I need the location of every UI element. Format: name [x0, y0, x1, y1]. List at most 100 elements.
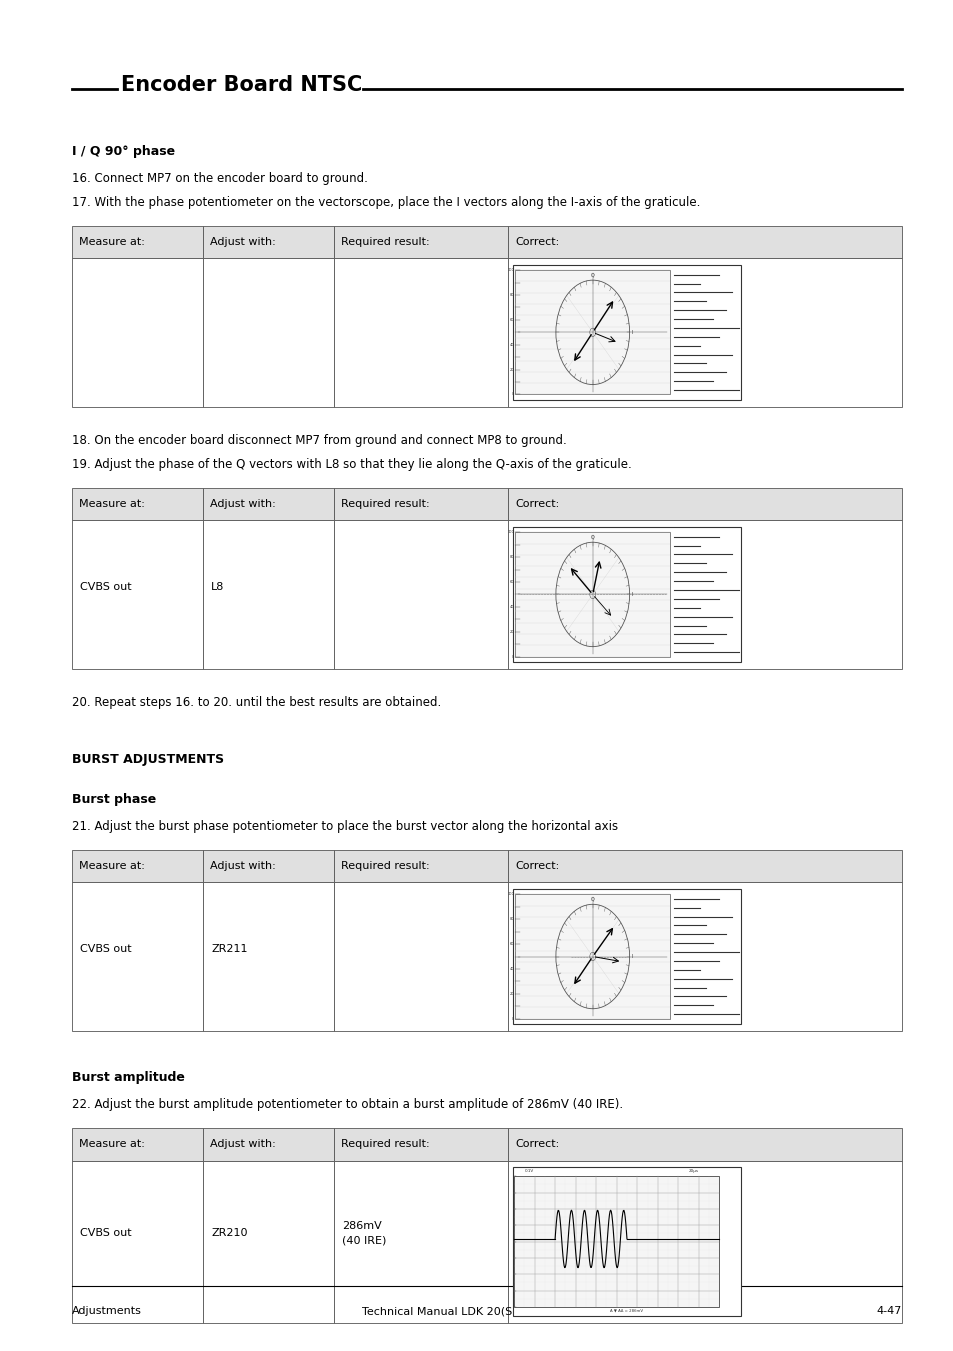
Bar	[334, 520, 508, 669]
Bar	[508, 850, 901, 882]
Text: 19. Adjust the phase of the Q vectors with L8 so that they lie along the Q-axis : 19. Adjust the phase of the Q vectors wi…	[71, 458, 631, 471]
Bar	[71, 850, 202, 882]
Text: 20: 20	[509, 367, 514, 372]
Text: A ▼ AΔ = 286mV: A ▼ AΔ = 286mV	[610, 1309, 643, 1312]
Bar	[513, 527, 740, 662]
Bar	[513, 265, 740, 400]
Text: 4-47: 4-47	[875, 1306, 901, 1316]
Text: Adjust with:: Adjust with:	[210, 499, 275, 509]
Text: I: I	[631, 330, 632, 335]
Text: 40: 40	[509, 605, 514, 609]
Text: L8: L8	[211, 582, 224, 592]
Text: 40: 40	[509, 967, 514, 971]
Text: CVBS out: CVBS out	[80, 944, 132, 954]
Text: Q: Q	[590, 273, 594, 277]
Text: ZR211: ZR211	[211, 944, 248, 954]
Bar	[334, 1128, 508, 1161]
Text: 0: 0	[511, 1017, 514, 1020]
Bar	[202, 226, 334, 258]
Bar	[334, 850, 508, 882]
Bar	[515, 270, 670, 394]
Text: Measure at:: Measure at:	[79, 861, 145, 871]
Text: CVBS out: CVBS out	[80, 1228, 132, 1239]
Bar	[71, 488, 202, 520]
Bar	[202, 850, 334, 882]
Text: 20: 20	[509, 992, 514, 996]
Bar	[334, 258, 508, 407]
Text: Measure at:: Measure at:	[79, 499, 145, 509]
Text: Correct:: Correct:	[516, 499, 559, 509]
Bar	[513, 1167, 740, 1316]
Bar	[515, 894, 670, 1019]
Text: Measure at:: Measure at:	[79, 236, 145, 247]
Text: 80: 80	[509, 555, 514, 559]
Text: 100: 100	[507, 531, 514, 534]
Text: Required result:: Required result:	[341, 236, 430, 247]
Text: Adjust with:: Adjust with:	[210, 1139, 275, 1150]
Bar	[71, 226, 202, 258]
Text: 100: 100	[507, 893, 514, 896]
Bar	[508, 226, 901, 258]
Bar	[508, 882, 901, 1031]
Text: 60: 60	[509, 317, 514, 322]
Text: Adjust with:: Adjust with:	[210, 861, 275, 871]
Bar	[202, 882, 334, 1031]
Bar	[513, 889, 740, 1024]
Text: Measure at:: Measure at:	[79, 1139, 145, 1150]
Bar	[202, 258, 334, 407]
Text: Adjustments: Adjustments	[71, 1306, 141, 1316]
Bar	[71, 520, 202, 669]
Text: 0: 0	[511, 393, 514, 396]
Text: 286mV
(40 IRE): 286mV (40 IRE)	[342, 1221, 386, 1246]
Bar	[334, 226, 508, 258]
Bar	[508, 1161, 901, 1323]
Bar	[202, 488, 334, 520]
Bar	[334, 882, 508, 1031]
Text: Required result:: Required result:	[341, 499, 430, 509]
Text: Correct:: Correct:	[516, 1139, 559, 1150]
Text: Burst phase: Burst phase	[71, 793, 155, 807]
Bar	[71, 882, 202, 1031]
Text: Q: Q	[590, 897, 594, 901]
Bar	[334, 488, 508, 520]
Text: Encoder Board NTSC: Encoder Board NTSC	[121, 74, 362, 95]
Text: ZR210: ZR210	[211, 1228, 248, 1239]
Text: BURST ADJUSTMENTS: BURST ADJUSTMENTS	[71, 753, 223, 766]
Text: 40: 40	[509, 343, 514, 347]
Bar	[334, 1161, 508, 1323]
Bar	[514, 1177, 719, 1306]
Text: 18. On the encoder board disconnect MP7 from ground and connect MP8 to ground.: 18. On the encoder board disconnect MP7 …	[71, 434, 566, 447]
Bar	[71, 1128, 202, 1161]
Bar	[71, 258, 202, 407]
Bar	[71, 1161, 202, 1323]
Text: 80: 80	[509, 917, 514, 921]
Text: 20: 20	[509, 630, 514, 634]
Text: Q: Q	[590, 535, 594, 539]
Text: I / Q 90° phase: I / Q 90° phase	[71, 145, 174, 158]
Text: Burst amplitude: Burst amplitude	[71, 1071, 184, 1085]
Bar	[202, 1128, 334, 1161]
Text: Correct:: Correct:	[516, 236, 559, 247]
Text: 0: 0	[511, 655, 514, 658]
Text: I: I	[631, 954, 632, 959]
Bar	[508, 1128, 901, 1161]
Text: 80: 80	[509, 293, 514, 297]
Text: Adjust with:: Adjust with:	[210, 236, 275, 247]
Text: 22. Adjust the burst amplitude potentiometer to obtain a burst amplitude of 286m: 22. Adjust the burst amplitude potentiom…	[71, 1098, 622, 1112]
Text: 17. With the phase potentiometer on the vectorscope, place the I vectors along t: 17. With the phase potentiometer on the …	[71, 196, 700, 209]
Text: 20. Repeat steps 16. to 20. until the best results are obtained.: 20. Repeat steps 16. to 20. until the be…	[71, 696, 440, 709]
Text: 0.1V: 0.1V	[524, 1169, 533, 1173]
Text: 16. Connect MP7 on the encoder board to ground.: 16. Connect MP7 on the encoder board to …	[71, 172, 367, 185]
Bar	[202, 1161, 334, 1323]
Text: Required result:: Required result:	[341, 861, 430, 871]
Text: I: I	[631, 592, 632, 597]
Text: Correct:: Correct:	[516, 861, 559, 871]
Bar	[515, 532, 670, 657]
Text: 60: 60	[509, 580, 514, 584]
Text: 20μs: 20μs	[688, 1169, 698, 1173]
Text: Technical Manual LDK 20(S) - Studio Camera: Technical Manual LDK 20(S) - Studio Came…	[362, 1306, 610, 1316]
Bar	[508, 258, 901, 407]
Bar	[508, 520, 901, 669]
Bar	[202, 520, 334, 669]
Text: 60: 60	[509, 942, 514, 946]
